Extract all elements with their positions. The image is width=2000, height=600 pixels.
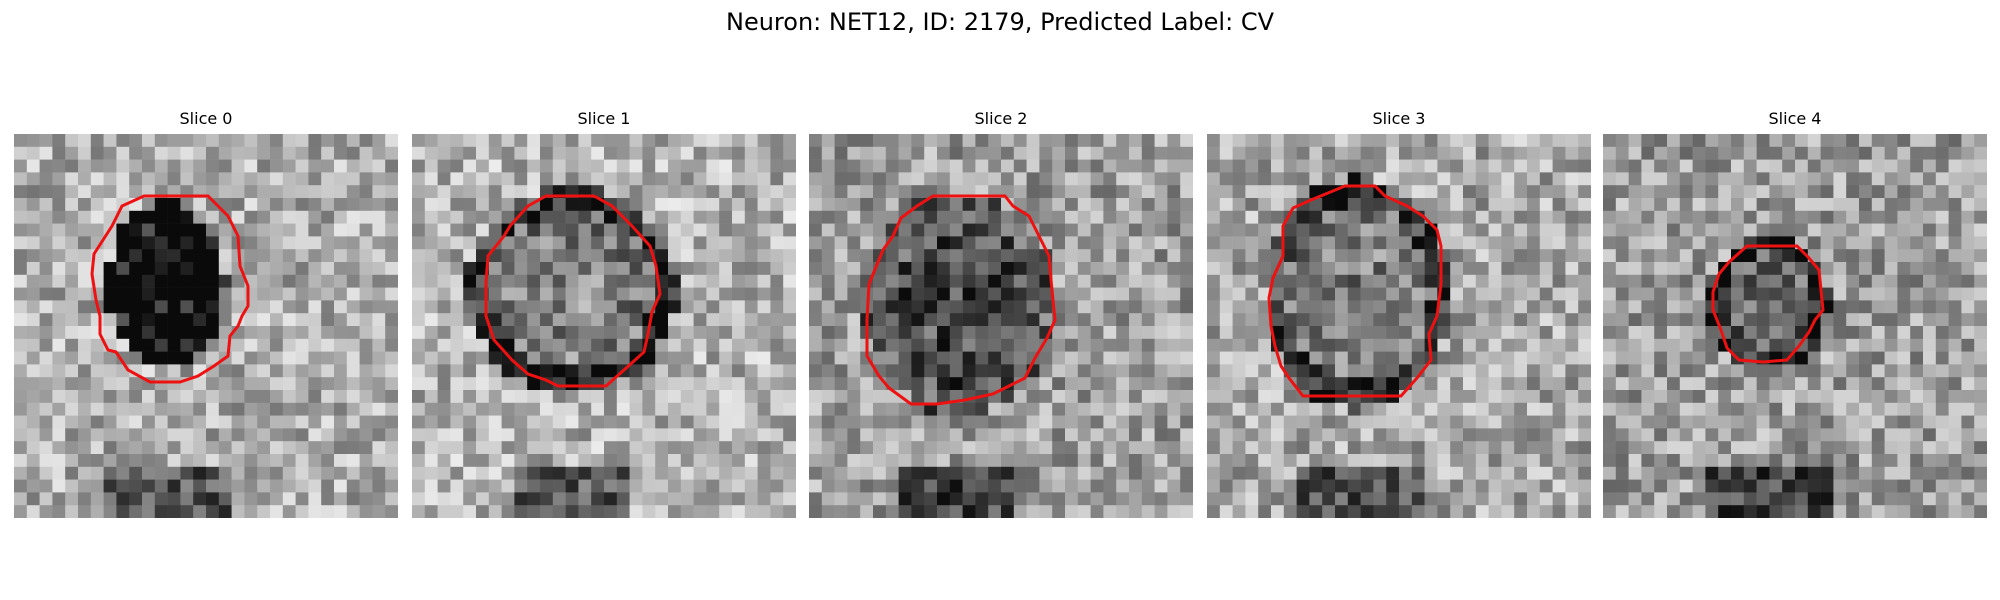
em-tile-4 <box>1603 134 1987 518</box>
slice-image-1 <box>412 134 796 518</box>
slice-title-4: Slice 4 <box>1768 109 1822 128</box>
slice-title-3: Slice 3 <box>1372 109 1426 128</box>
slice-image-2 <box>809 134 1193 518</box>
contour-2 <box>865 194 1057 406</box>
slice-title-2: Slice 2 <box>974 109 1028 128</box>
contour-4 <box>1711 244 1825 364</box>
em-tile-3 <box>1207 134 1591 518</box>
slice-image-0 <box>14 134 398 518</box>
em-tile-2 <box>809 134 1193 518</box>
slice-title-0: Slice 0 <box>179 109 233 128</box>
contour-3 <box>1267 184 1443 398</box>
em-tile-0 <box>14 134 398 518</box>
contour-1 <box>484 194 662 388</box>
slice-image-3 <box>1207 134 1591 518</box>
slice-title-1: Slice 1 <box>577 109 631 128</box>
contour-0 <box>90 194 250 384</box>
em-tile-1 <box>412 134 796 518</box>
figure-title: Neuron: NET12, ID: 2179, Predicted Label… <box>726 8 1274 36</box>
slice-image-4 <box>1603 134 1987 518</box>
